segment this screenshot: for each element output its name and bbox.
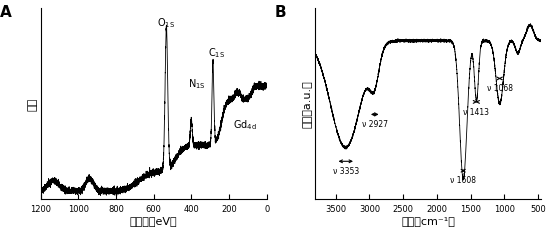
Text: C$_{\rm 1S}$: C$_{\rm 1S}$ xyxy=(208,46,225,60)
Text: B: B xyxy=(275,5,286,20)
X-axis label: 波长（cm⁻¹）: 波长（cm⁻¹） xyxy=(401,216,455,225)
X-axis label: 结合能（eV）: 结合能（eV） xyxy=(130,216,177,225)
Text: Gd$_{\rm 4d}$: Gd$_{\rm 4d}$ xyxy=(233,117,257,131)
Text: ν 1608: ν 1608 xyxy=(450,176,476,185)
Text: O$_{\rm 1S}$: O$_{\rm 1S}$ xyxy=(157,16,176,29)
Text: N$_{\rm 1S}$: N$_{\rm 1S}$ xyxy=(188,77,206,91)
Text: ν 2927: ν 2927 xyxy=(362,120,388,128)
Text: ν 1413: ν 1413 xyxy=(463,107,489,116)
Text: A: A xyxy=(0,5,12,20)
Y-axis label: 强度（a.u.）: 强度（a.u.） xyxy=(302,80,312,128)
Text: ν 3353: ν 3353 xyxy=(333,166,359,175)
Y-axis label: 计数: 计数 xyxy=(28,97,38,111)
Text: ν 1068: ν 1068 xyxy=(487,84,513,93)
